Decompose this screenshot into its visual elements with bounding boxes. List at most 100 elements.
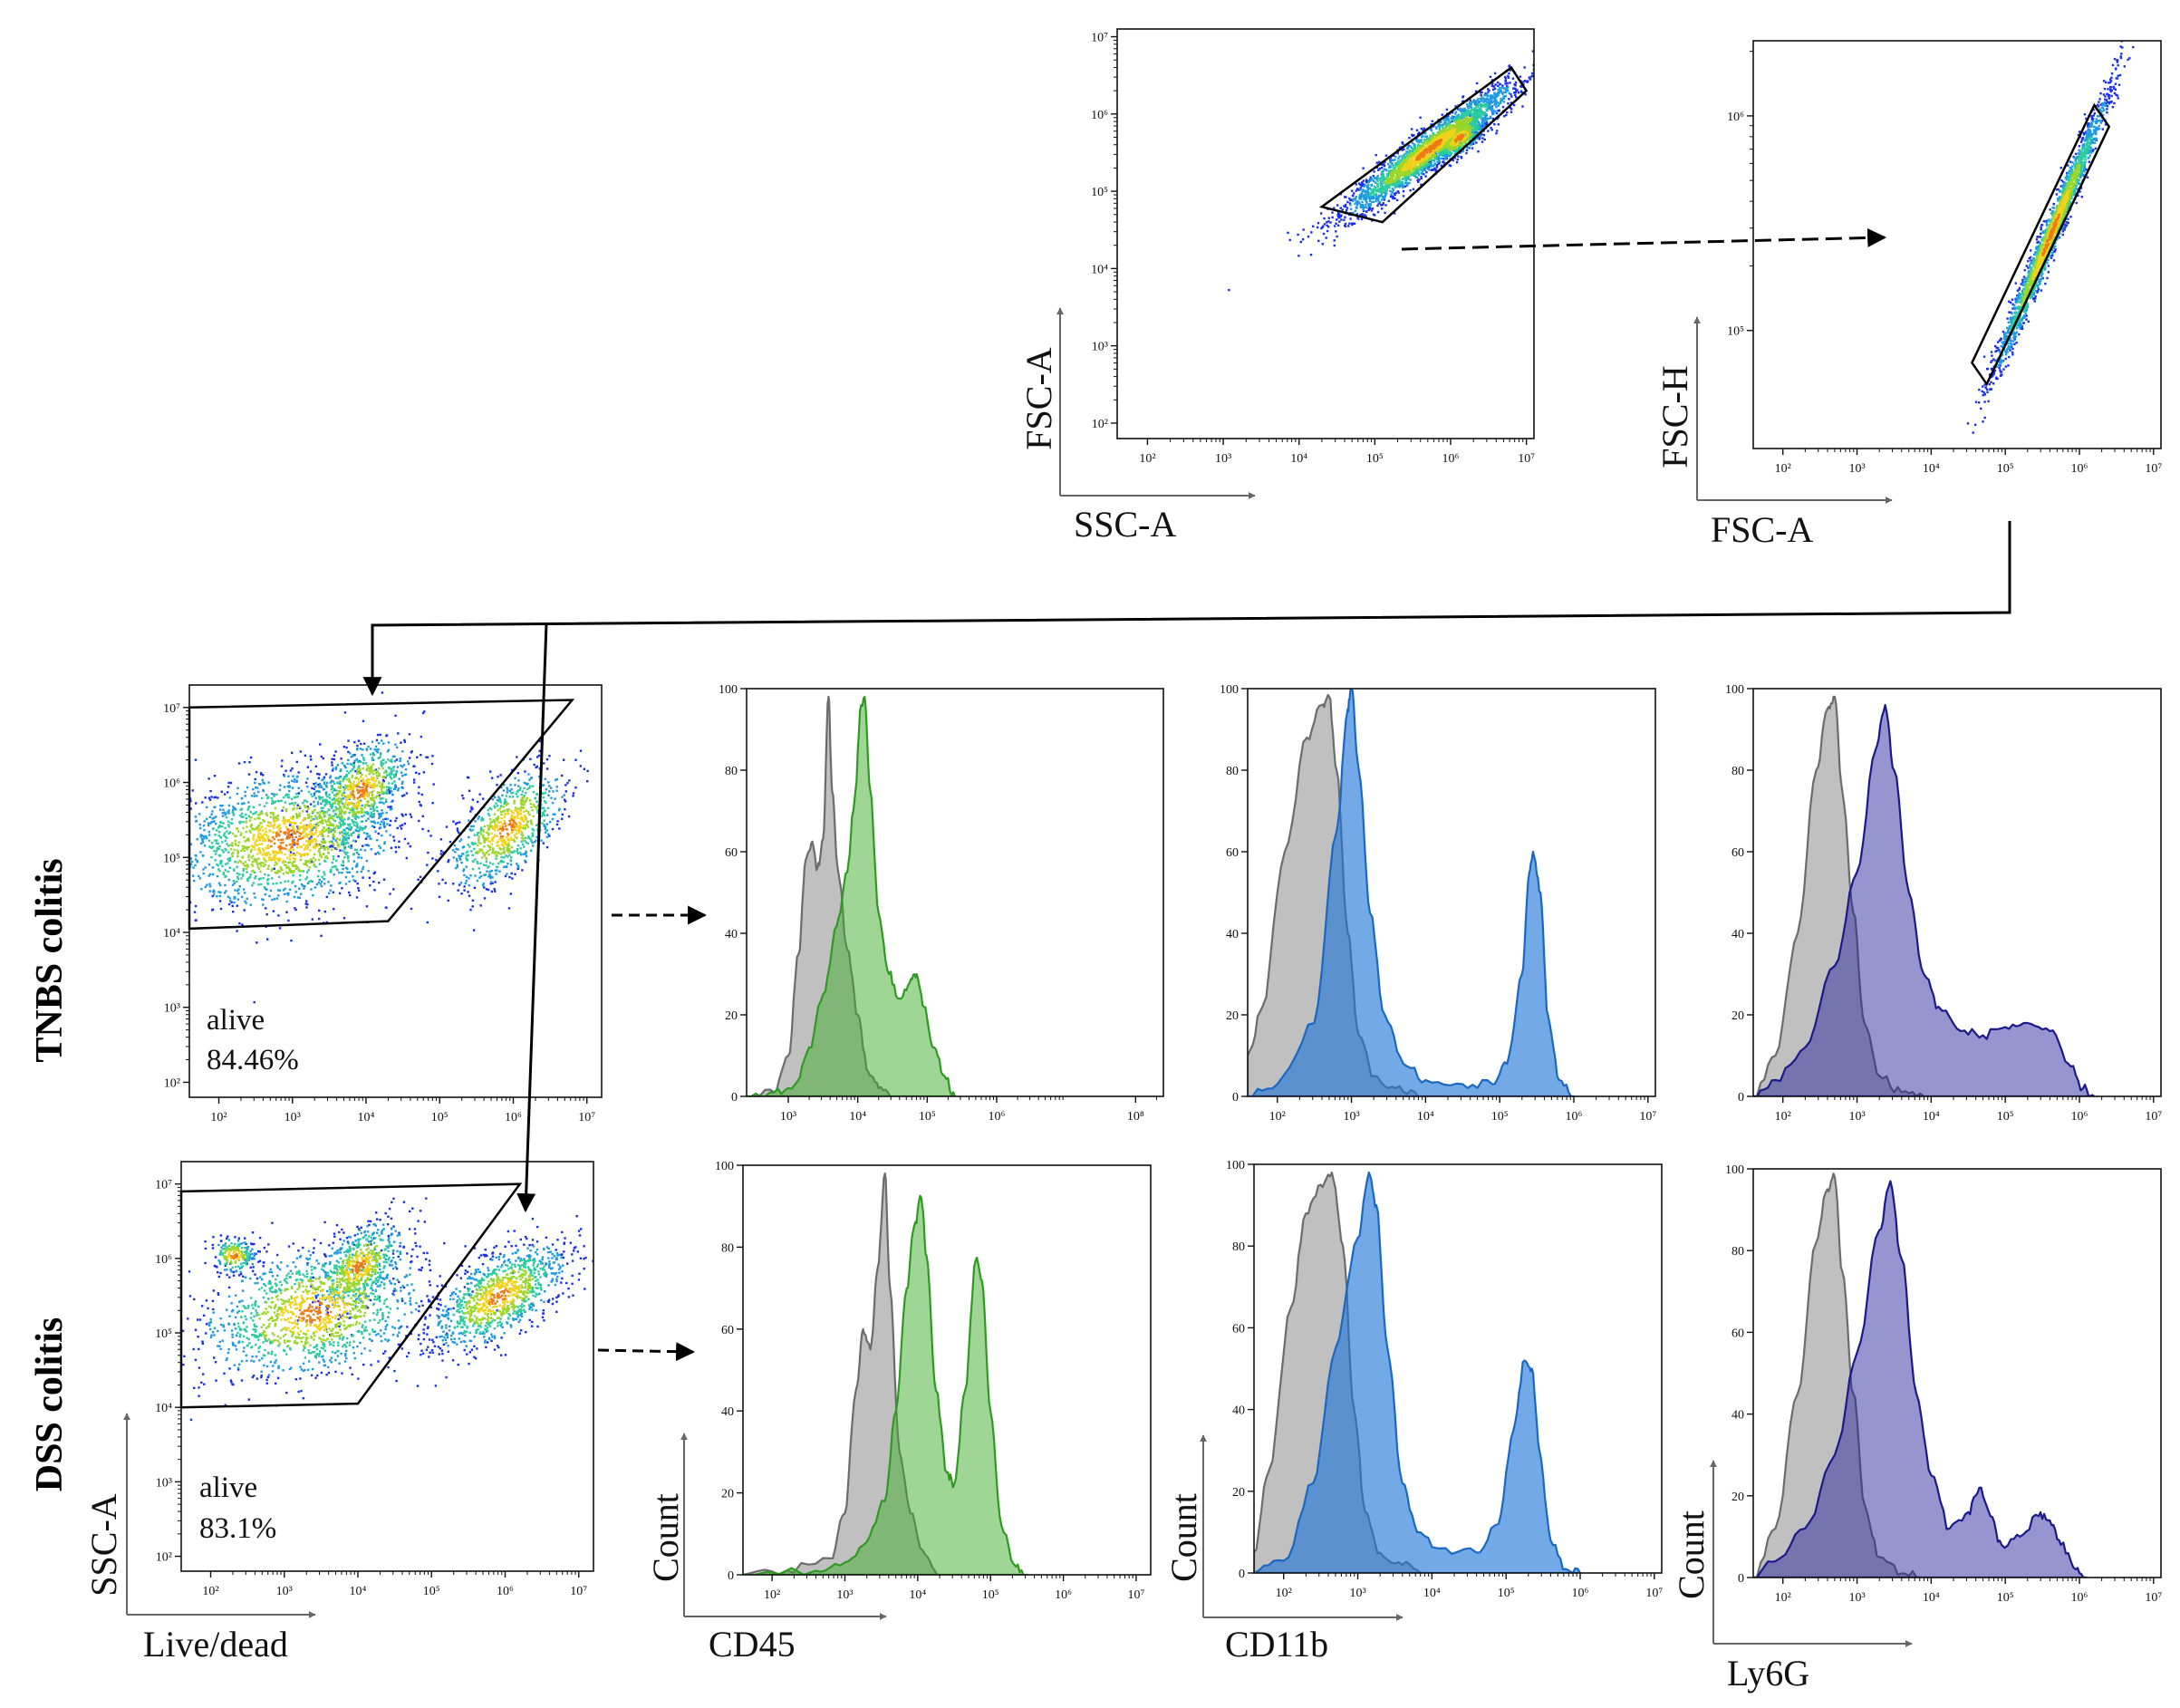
event-dot xyxy=(1475,133,1478,136)
event-dot xyxy=(1396,162,1399,165)
event-dot xyxy=(1499,86,1501,90)
event-dot xyxy=(1428,140,1431,143)
event-dot xyxy=(2010,301,2012,304)
event-dot xyxy=(2042,219,2045,223)
event-dot xyxy=(2116,94,2119,97)
event-dot xyxy=(1525,80,1528,83)
event-dot xyxy=(1372,200,1375,204)
event-dot xyxy=(2080,150,2083,153)
event-dot xyxy=(1470,117,1472,120)
event-dot xyxy=(1445,126,1448,130)
event-dot xyxy=(1492,109,1495,112)
event-dot xyxy=(2080,149,2083,151)
event-dot xyxy=(1468,146,1471,149)
event-dot xyxy=(1474,113,1477,117)
event-dot xyxy=(2090,135,2093,139)
event-dot xyxy=(2071,161,2074,164)
event-dot xyxy=(1355,204,1359,207)
event-dot xyxy=(2094,121,2098,123)
event-dot xyxy=(1435,164,1439,167)
event-dot xyxy=(1577,35,1578,37)
event-dot xyxy=(1297,233,1299,236)
event-dot xyxy=(1370,178,1373,180)
event-dot xyxy=(1441,125,1443,128)
event-dot xyxy=(1381,207,1384,210)
event-dot xyxy=(1455,122,1458,125)
event-dot xyxy=(1501,84,1504,87)
event-dot xyxy=(1358,201,1361,204)
event-dot xyxy=(1383,164,1386,168)
event-dot xyxy=(1497,109,1500,112)
event-dot xyxy=(1429,138,1432,141)
event-dot xyxy=(1466,132,1469,135)
event-dot xyxy=(2078,130,2081,133)
event-dot xyxy=(1439,154,1442,157)
event-dot xyxy=(1425,153,1429,157)
event-dot xyxy=(1364,206,1366,208)
event-dot xyxy=(1401,141,1403,144)
event-dot xyxy=(1485,122,1488,126)
event-dot xyxy=(2117,83,2121,86)
event-dot xyxy=(2083,162,2086,166)
event-dot xyxy=(1451,120,1453,123)
event-dot xyxy=(1432,147,1435,150)
event-dot xyxy=(1409,145,1412,148)
event-dot xyxy=(1372,175,1375,178)
event-dot xyxy=(1358,194,1362,198)
event-dot xyxy=(1323,223,1326,226)
event-dot xyxy=(1327,226,1330,228)
event-dot xyxy=(1483,98,1487,101)
event-dot xyxy=(1465,119,1469,121)
event-dot xyxy=(1336,204,1339,207)
event-dot xyxy=(2002,337,2006,341)
event-dot xyxy=(2039,242,2041,246)
event-dot xyxy=(2041,244,2045,247)
event-dot xyxy=(1361,184,1365,188)
event-dot xyxy=(1999,364,2002,367)
event-dot xyxy=(2028,264,2031,266)
event-dot xyxy=(1443,118,1447,121)
event-dot xyxy=(2002,368,2005,371)
event-dot xyxy=(1456,158,1459,161)
event-dot xyxy=(1455,124,1459,127)
event-dot xyxy=(1417,150,1420,153)
event-dot xyxy=(2010,320,2012,323)
event-dot xyxy=(1383,168,1385,171)
event-dot xyxy=(2068,199,2071,202)
event-dot xyxy=(1454,145,1458,148)
event-dot xyxy=(1302,228,1305,231)
event-dot xyxy=(1995,365,1999,368)
event-dot xyxy=(1343,224,1346,227)
event-dot xyxy=(2077,159,2080,162)
event-dot xyxy=(1397,191,1400,194)
event-dot xyxy=(1431,120,1434,122)
event-dot xyxy=(1463,108,1467,111)
event-dot xyxy=(1468,102,1471,105)
event-dot xyxy=(1441,130,1443,132)
event-dot xyxy=(2079,158,2083,160)
event-dot xyxy=(2073,184,2076,188)
event-dot xyxy=(1531,50,1534,53)
event-dot xyxy=(1348,197,1351,200)
event-dot xyxy=(2054,248,2057,251)
ssc-fsc-gate[interactable] xyxy=(1318,65,1529,224)
event-dot xyxy=(1413,172,1417,175)
event-dot xyxy=(1402,160,1404,163)
event-dot xyxy=(1990,361,1992,363)
event-dot xyxy=(1370,209,1374,212)
event-dot xyxy=(1505,89,1508,92)
event-dot xyxy=(2071,169,2074,173)
event-dot xyxy=(2088,149,2090,151)
event-dot xyxy=(1466,134,1469,137)
event-dot xyxy=(1985,388,1989,391)
event-dot xyxy=(1470,103,1472,106)
event-dot xyxy=(2037,246,2040,249)
event-dot xyxy=(1543,78,1545,80)
event-dot xyxy=(1406,181,1409,185)
event-dot xyxy=(1465,121,1468,125)
event-dot xyxy=(2073,162,2077,166)
event-dot xyxy=(1487,88,1490,91)
event-dot xyxy=(2083,150,2086,153)
event-dot xyxy=(1401,169,1403,172)
event-dot xyxy=(1466,123,1469,126)
